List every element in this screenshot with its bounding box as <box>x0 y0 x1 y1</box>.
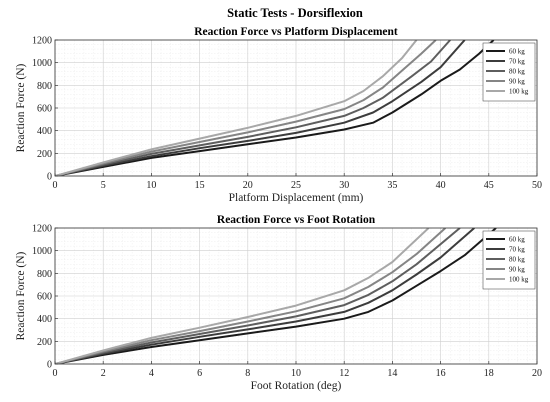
displacement-x-tick-label: 35 <box>387 180 397 191</box>
rotation-x-axis-label: Foot Rotation (deg) <box>251 380 342 392</box>
rotation-y-tick-label: 0 <box>47 360 52 371</box>
displacement-x-tick-label: 30 <box>339 180 349 191</box>
rotation-series-line-100-kg <box>55 228 430 364</box>
displacement-x-tick-label: 0 <box>53 180 58 191</box>
rotation-y-tick-label: 1000 <box>32 246 52 257</box>
rotation-y-tick-label: 1200 <box>32 224 52 235</box>
displacement-x-tick-label: 10 <box>146 180 156 191</box>
rotation-x-tick-label: 14 <box>387 368 397 379</box>
rotation-x-tick-label: 6 <box>197 368 202 379</box>
rotation-series-line-70-kg <box>55 228 475 364</box>
displacement-x-tick-label: 45 <box>484 180 494 191</box>
rotation-series-line-60-kg <box>55 228 497 364</box>
rotation-series-line-90-kg <box>55 228 447 364</box>
displacement-y-tick-label: 1000 <box>32 58 52 69</box>
displacement-legend-label: 80 kg <box>509 68 525 76</box>
displacement-y-tick-label: 600 <box>37 104 52 115</box>
figure-title: Static Tests - Dorsiflexion <box>227 6 363 20</box>
displacement-x-tick-label: 5 <box>101 180 106 191</box>
displacement-series-line-80-kg <box>55 40 451 176</box>
displacement-legend-label: 60 kg <box>509 48 525 56</box>
displacement-y-axis-label: Reaction Force (N) <box>15 63 27 152</box>
displacement-series-line-100-kg <box>55 40 418 176</box>
displacement-y-tick-label: 200 <box>37 149 52 160</box>
displacement-legend-label: 90 kg <box>509 78 525 86</box>
displacement-y-tick-label: 1200 <box>32 36 52 47</box>
rotation-y-tick-label: 200 <box>37 337 52 348</box>
displacement-legend-label: 100 kg <box>509 88 529 96</box>
rotation-x-tick-label: 16 <box>436 368 446 379</box>
rotation-series-group <box>55 228 497 364</box>
displacement-x-tick-label: 50 <box>532 180 542 191</box>
displacement-legend-label: 70 kg <box>509 58 525 66</box>
displacement-chart-title: Reaction Force vs Platform Displacement <box>194 26 398 38</box>
displacement-x-tick-label: 25 <box>291 180 301 191</box>
rotation-y-tick-label: 400 <box>37 314 52 325</box>
rotation-y-tick-label: 800 <box>37 269 52 280</box>
displacement-series-line-60-kg <box>55 40 495 176</box>
displacement-x-tick-label: 15 <box>195 180 205 191</box>
displacement-series-group <box>55 40 495 176</box>
rotation-y-tick-label: 600 <box>37 292 52 303</box>
rotation-x-tick-label: 12 <box>339 368 349 379</box>
rotation-x-tick-label: 8 <box>245 368 250 379</box>
rotation-legend-label: 70 kg <box>509 246 525 254</box>
rotation-x-tick-label: 4 <box>149 368 154 379</box>
rotation-x-tick-label: 18 <box>484 368 494 379</box>
rotation-x-tick-label: 10 <box>291 368 301 379</box>
rotation-legend-label: 60 kg <box>509 236 525 244</box>
rotation-legend-label: 80 kg <box>509 256 525 264</box>
rotation-legend-label: 100 kg <box>509 276 529 284</box>
rotation-x-tick-label: 20 <box>532 368 542 379</box>
displacement-y-tick-label: 0 <box>47 172 52 183</box>
displacement-x-tick-label: 40 <box>436 180 446 191</box>
rotation-x-tick-label: 2 <box>101 368 106 379</box>
rotation-y-axis-label: Reaction Force (N) <box>15 251 27 340</box>
rotation-x-tick-label: 0 <box>53 368 58 379</box>
rotation-legend: 60 kg 70 kg 80 kg 90 kg 100 kg <box>482 230 536 290</box>
displacement-plot: Reaction Force vs Platform Displacement 0… <box>15 26 542 204</box>
rotation-series-line-80-kg <box>55 228 461 364</box>
displacement-legend: 60 kg 70 kg 80 kg 90 kg 100 kg <box>482 42 536 102</box>
displacement-series-line-90-kg <box>55 40 437 176</box>
displacement-series-line-70-kg <box>55 40 466 176</box>
displacement-y-tick-label: 400 <box>37 126 52 137</box>
displacement-x-axis-label: Platform Displacement (mm) <box>229 192 364 204</box>
rotation-legend-label: 90 kg <box>509 266 525 274</box>
displacement-y-tick-label: 800 <box>37 81 52 92</box>
displacement-x-tick-label: 20 <box>243 180 253 191</box>
rotation-chart-title: Reaction Force vs Foot Rotation <box>217 214 376 226</box>
rotation-plot: Reaction Force vs Foot Rotation 0 2 4 6 8 10 12… <box>15 214 542 392</box>
